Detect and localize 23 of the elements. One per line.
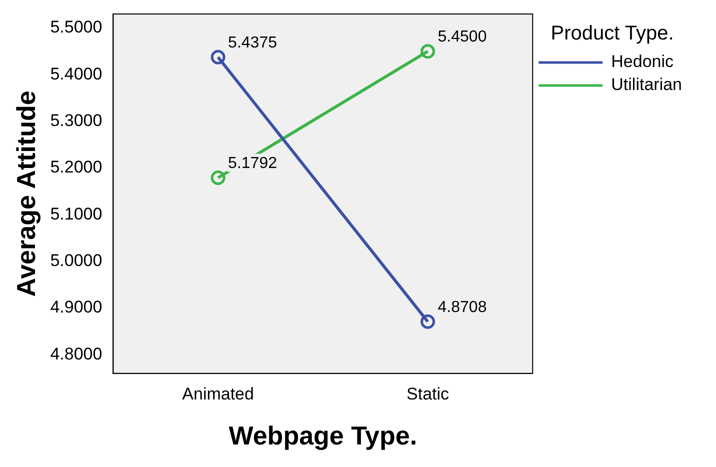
legend-label: Utilitarian — [611, 75, 682, 94]
point — [210, 170, 226, 185]
legend-title: Product Type. — [550, 22, 674, 45]
data-label: 4.8708 — [438, 299, 487, 316]
data-label: 5.1792 — [228, 155, 278, 172]
y-tick-label: 5.1000 — [50, 204, 102, 224]
y-tick-label: 5.4000 — [50, 64, 102, 84]
x-tick-label: Animated — [182, 384, 254, 404]
y-tick-label: 5.5000 — [50, 18, 102, 37]
y-tick-label: 4.9000 — [50, 298, 102, 317]
legend-label: Hedonic — [611, 52, 674, 72]
x-tick-label: Static — [406, 384, 450, 404]
data-label: 5.4500 — [438, 28, 487, 46]
y-axis-title: Average Attitude — [10, 90, 41, 297]
y-tick-label: 5.3000 — [50, 111, 102, 130]
point — [420, 44, 436, 59]
y-tick-label: 5.0000 — [50, 251, 102, 270]
x-axis-title: Webpage Type. — [228, 420, 418, 451]
point — [210, 50, 226, 64]
data-label: 5.4375 — [228, 34, 278, 52]
point — [420, 314, 436, 329]
y-tick-label: 5.2000 — [50, 158, 102, 177]
y-tick-label: 4.8000 — [50, 344, 102, 364]
